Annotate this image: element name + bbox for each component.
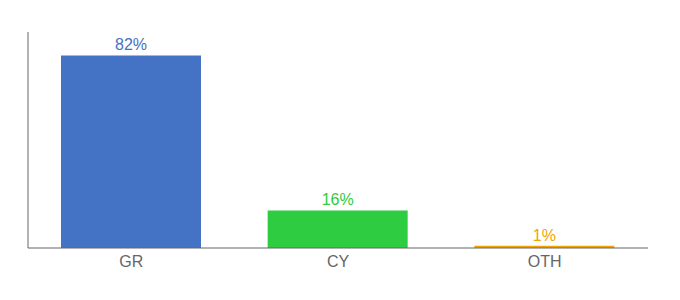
svg-text:CY: CY — [327, 253, 350, 270]
svg-text:1%: 1% — [533, 227, 556, 244]
svg-text:82%: 82% — [115, 36, 147, 53]
svg-text:OTH: OTH — [528, 253, 562, 270]
svg-text:GR: GR — [119, 253, 143, 270]
svg-text:16%: 16% — [322, 191, 354, 208]
